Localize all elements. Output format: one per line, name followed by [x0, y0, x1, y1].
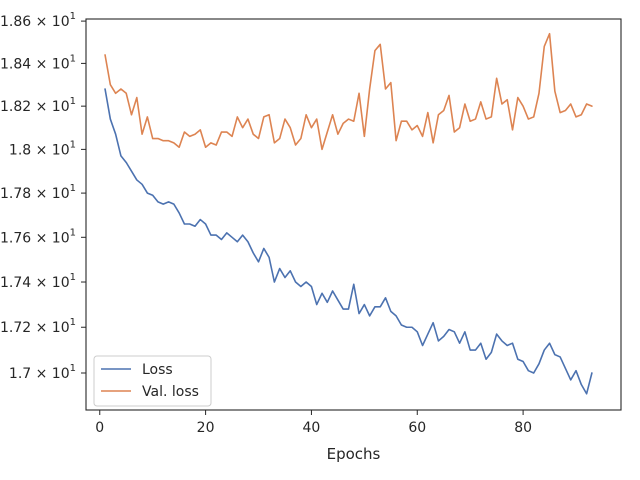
series-line-val-loss: [104, 32, 593, 151]
y-tick-label: 1.82 × 101: [0, 96, 76, 115]
legend-label-loss: Loss: [142, 362, 173, 378]
y-tick-label: 1.86 × 101: [0, 11, 76, 30]
series-line-loss: [104, 88, 593, 395]
y-tick-label: 1.78 × 101: [0, 183, 76, 202]
x-axis: 0 20 40 60 80: [95, 410, 532, 436]
x-tick-label: 80: [514, 420, 532, 436]
x-tick-label: 0: [95, 420, 104, 436]
y-tick-label: 1.72 × 101: [0, 317, 76, 336]
x-tick-label: 60: [408, 420, 426, 436]
x-axis-label: Epochs: [327, 445, 381, 463]
plot-area: [85, 18, 622, 411]
x-tick-label: 20: [197, 420, 215, 436]
y-axis: 1.7 × 101 1.72 × 101 1.74 × 101 1.76 × 101 1…: [0, 11, 86, 382]
y-tick-label: 1.84 × 101: [0, 53, 76, 72]
series-layer: [104, 32, 593, 395]
legend: Loss Val. loss: [93, 355, 212, 407]
y-tick-label: 1.8 × 101: [9, 139, 76, 158]
x-tick-label: 40: [303, 420, 321, 436]
y-tick-label: 1.7 × 101: [9, 363, 76, 382]
y-tick-label: 1.74 × 101: [0, 272, 76, 291]
legend-label-val-loss: Val. loss: [142, 384, 199, 400]
y-tick-label: 1.76 × 101: [0, 227, 76, 246]
